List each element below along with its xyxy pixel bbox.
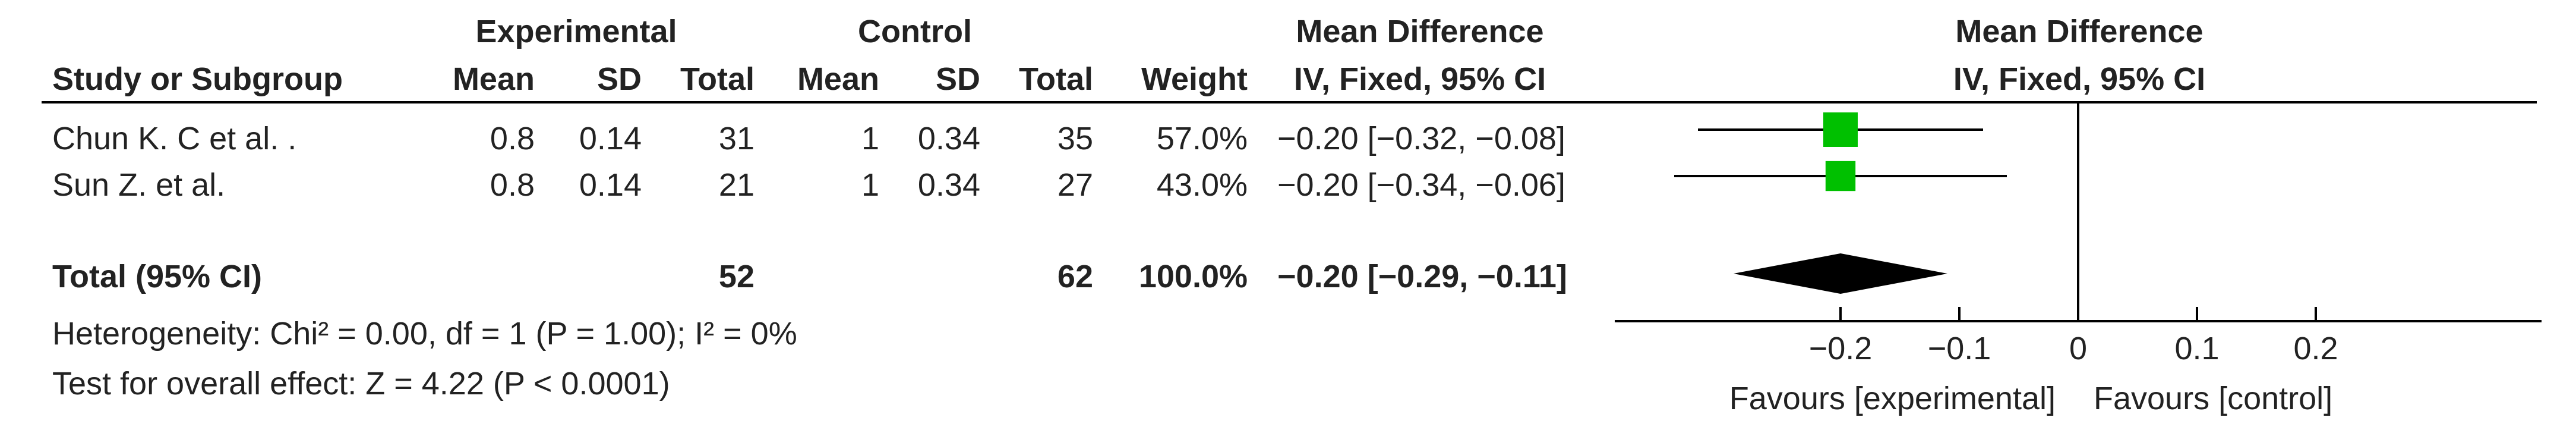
study-exp-total: 21 (718, 167, 755, 203)
heterogeneity-text: Heterogeneity: Chi² = 0.00, df = 1 (P = … (52, 316, 797, 352)
study-ctl-mean: 1 (861, 167, 879, 203)
study-ci-text: −0.20 [−0.32, −0.08] (1277, 121, 1565, 156)
overall-effect-text: Test for overall effect: Z = 4.22 (P < 0… (52, 366, 670, 401)
study-ctl-sd: 0.34 (917, 167, 980, 203)
header-weight: Weight (1141, 61, 1248, 97)
header-ctl-total: Total (1019, 61, 1093, 97)
x-tick-label: 0 (2069, 331, 2087, 366)
study-ci-text: −0.20 [−0.34, −0.06] (1277, 167, 1565, 203)
header-exp-mean: Mean (452, 61, 535, 97)
favours-control-label: Favours [control] (2094, 381, 2332, 416)
study-weight: 43.0% (1156, 167, 1248, 203)
total-ctl-total: 62 (1057, 259, 1093, 294)
study-ctl-total: 35 (1057, 121, 1093, 156)
x-tick-label: 0.1 (2174, 331, 2219, 366)
study-weight: 57.0% (1156, 121, 1248, 156)
header-experimental: Experimental (475, 14, 677, 49)
header-md-group: Mean Difference (1296, 14, 1544, 49)
header-plot-group: Mean Difference (1955, 14, 2204, 49)
pooled-diamond (1734, 253, 1947, 294)
x-tick-label: −0.2 (1809, 331, 1873, 366)
total-ci-text: −0.20 [−0.29, −0.11] (1277, 259, 1567, 294)
header-method: IV, Fixed, 95% CI (1293, 61, 1546, 97)
study-ctl-sd: 0.34 (917, 121, 980, 156)
header-exp-sd: SD (596, 61, 642, 97)
study-square (1823, 112, 1858, 147)
study-name: Sun Z. et al. (52, 167, 226, 203)
study-exp-sd: 0.14 (579, 121, 642, 156)
study-ctl-total: 27 (1057, 167, 1093, 203)
header-ctl-mean: Mean (797, 61, 879, 97)
header-ctl-sd: SD (935, 61, 980, 97)
study-exp-total: 31 (718, 121, 755, 156)
study-exp-mean: 0.8 (490, 167, 535, 203)
total-weight: 100.0% (1138, 259, 1248, 294)
header-study: Study or Subgroup (52, 61, 343, 97)
header-exp-total: Total (680, 61, 755, 97)
study-exp-mean: 0.8 (490, 121, 535, 156)
study-square (1825, 161, 1856, 192)
study-name: Chun K. C et al. . (52, 121, 297, 156)
study-exp-sd: 0.14 (579, 167, 642, 203)
x-tick-label: −0.1 (1928, 331, 1991, 366)
x-tick-label: 0.2 (2293, 331, 2338, 366)
header-control: Control (858, 14, 972, 49)
total-label: Total (95% CI) (52, 259, 263, 294)
favours-experimental-label: Favours [experimental] (1729, 381, 2056, 416)
header-plot-method: IV, Fixed, 95% CI (1953, 61, 2206, 97)
header-rule (42, 101, 2537, 103)
study-ctl-mean: 1 (861, 121, 879, 156)
total-exp-total: 52 (718, 259, 755, 294)
